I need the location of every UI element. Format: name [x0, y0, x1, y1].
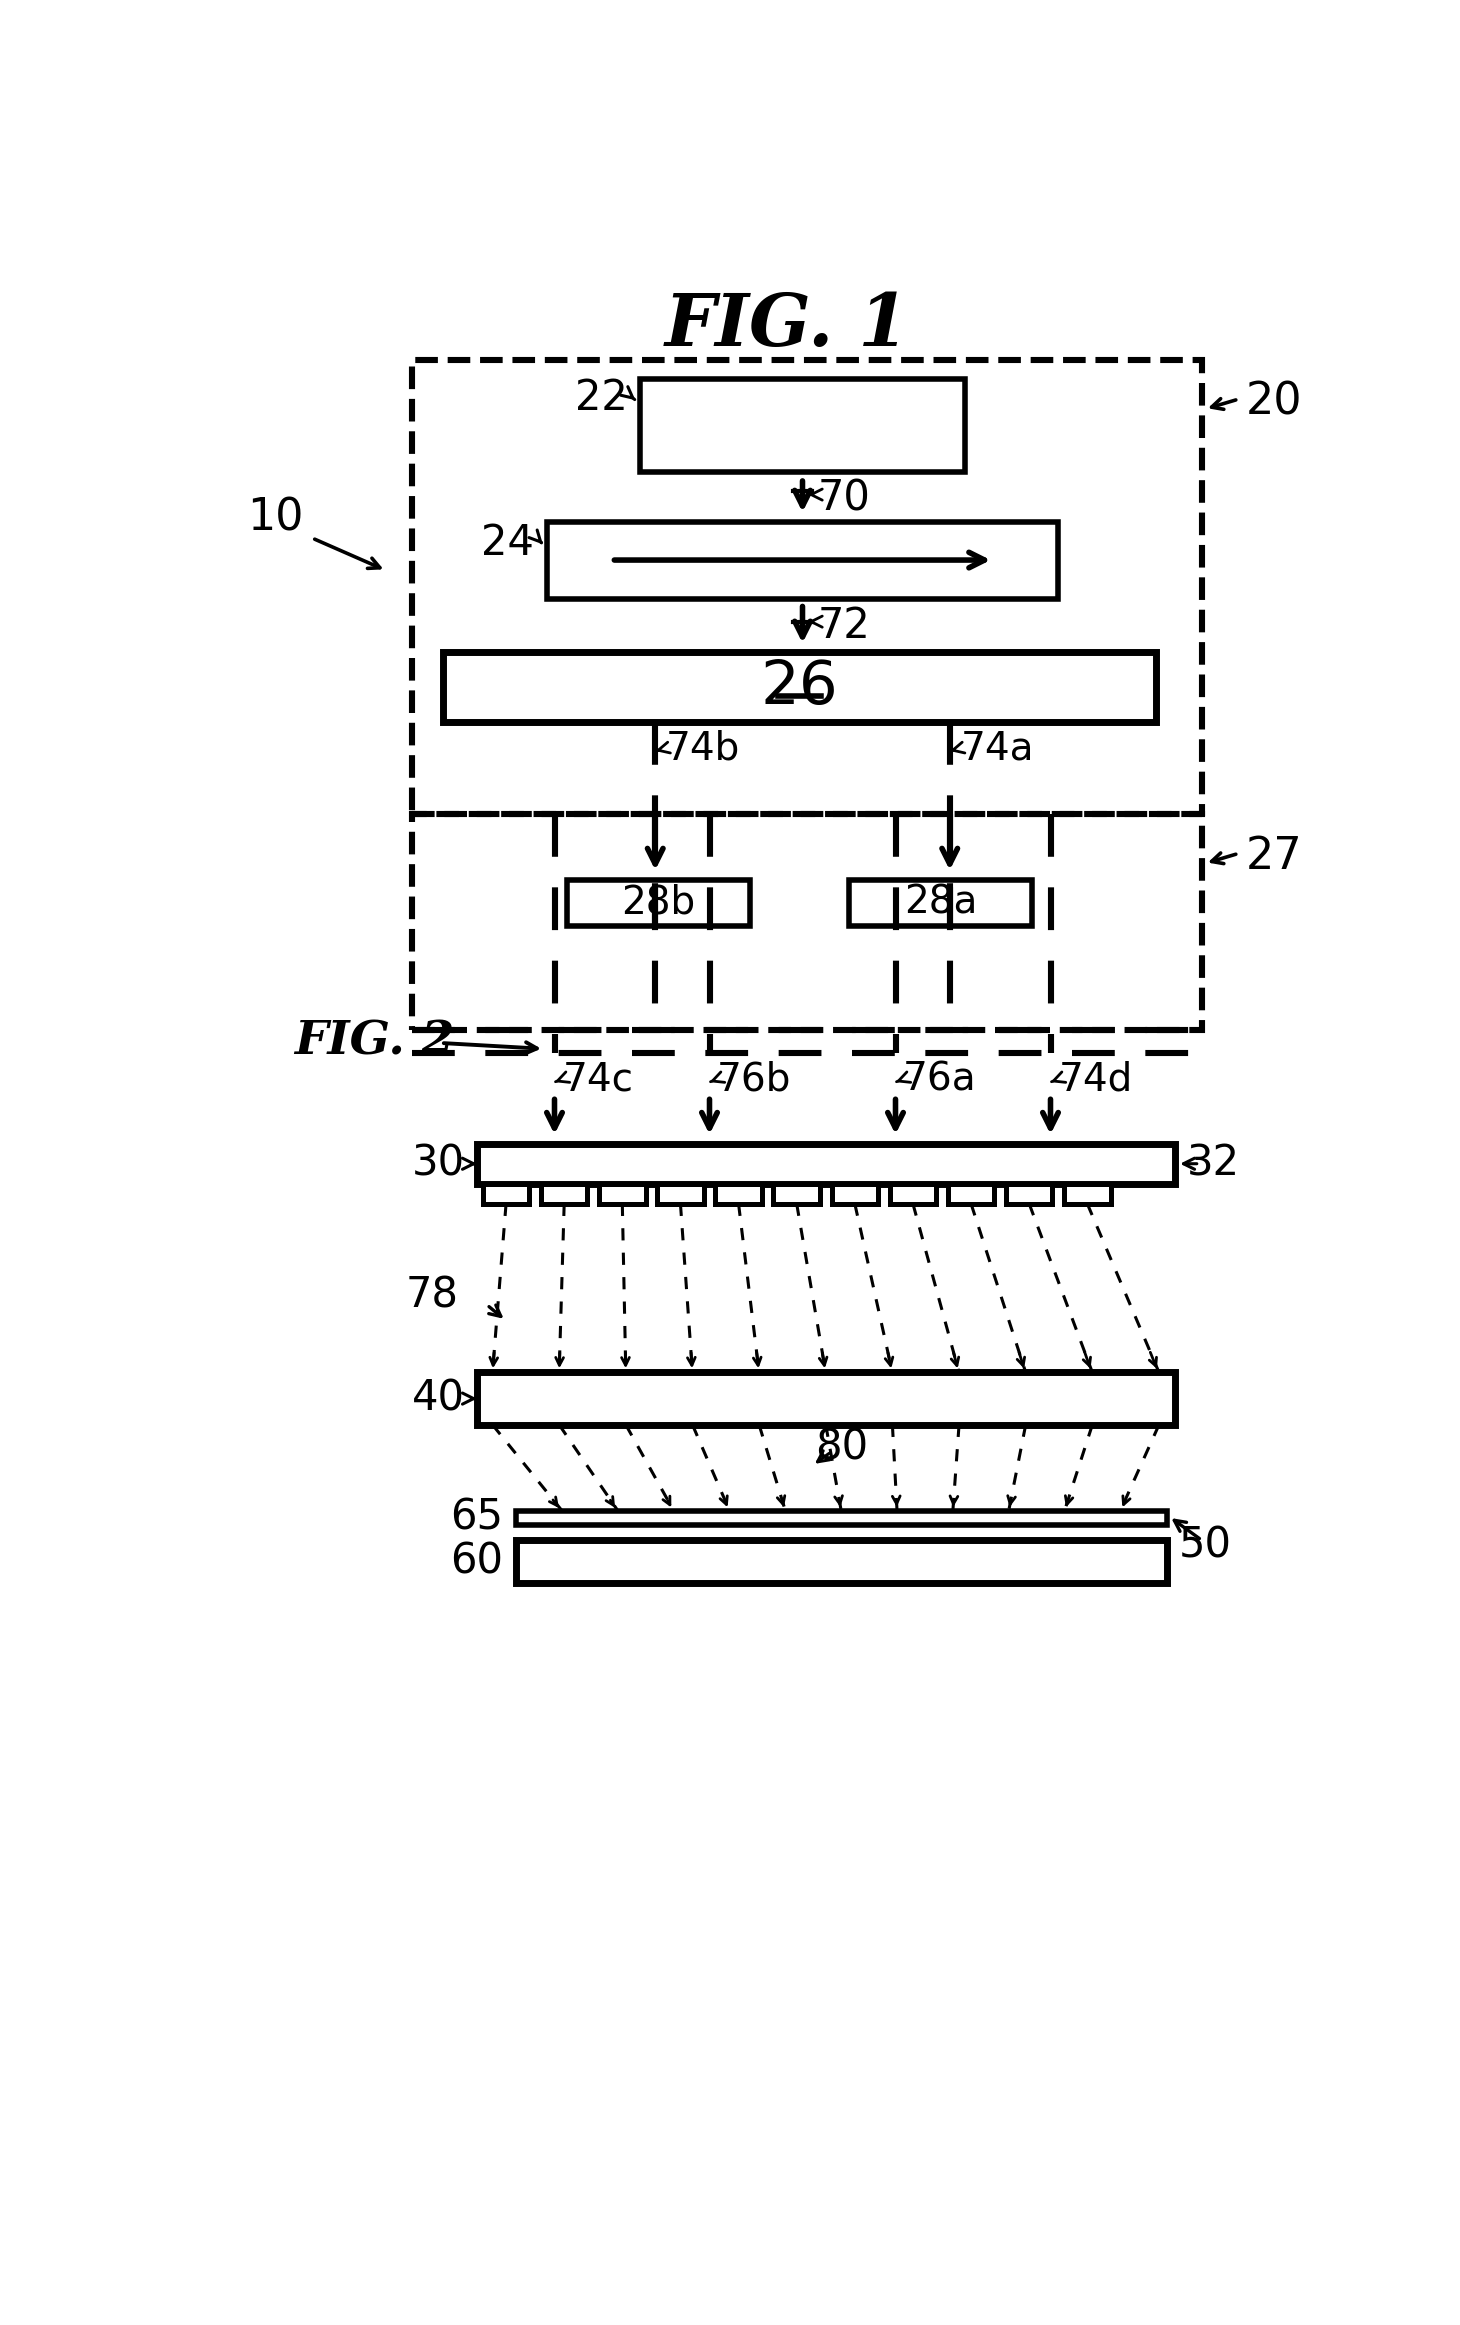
Text: 74d: 74d — [1058, 1060, 1133, 1100]
Text: 32: 32 — [1187, 1142, 1240, 1186]
Bar — [832, 1183, 877, 1204]
Text: 74a: 74a — [961, 730, 1034, 767]
Text: 22: 22 — [575, 377, 628, 418]
Bar — [546, 521, 1058, 598]
Text: 30: 30 — [412, 1142, 464, 1186]
Bar — [566, 879, 750, 925]
Text: FIG. 1: FIG. 1 — [664, 291, 910, 360]
Text: 50: 50 — [1180, 1525, 1232, 1567]
Text: FIG. 2: FIG. 2 — [293, 1018, 454, 1065]
Bar — [442, 653, 1156, 721]
Text: 76a: 76a — [904, 1060, 977, 1100]
Bar — [715, 1183, 762, 1204]
Text: 70: 70 — [818, 477, 870, 518]
Bar — [850, 879, 1032, 925]
Bar — [477, 1144, 1174, 1183]
Bar — [657, 1183, 704, 1204]
Bar — [515, 1511, 1167, 1525]
Text: 65: 65 — [450, 1497, 504, 1539]
Bar — [542, 1183, 587, 1204]
Bar — [889, 1183, 936, 1204]
Bar — [477, 1372, 1174, 1425]
Text: 20: 20 — [1245, 381, 1302, 423]
Text: 76b: 76b — [717, 1060, 791, 1100]
Text: 27: 27 — [1245, 835, 1302, 879]
Text: 74b: 74b — [666, 730, 740, 767]
Text: 72: 72 — [818, 604, 870, 646]
Bar — [412, 360, 1203, 814]
Bar — [515, 1539, 1167, 1583]
Text: 24: 24 — [482, 523, 534, 565]
Bar — [1006, 1183, 1053, 1204]
Text: 74c: 74c — [562, 1060, 634, 1100]
Text: 28a: 28a — [904, 884, 977, 921]
Text: 80: 80 — [815, 1428, 867, 1469]
Bar — [774, 1183, 821, 1204]
Text: 26: 26 — [761, 658, 838, 716]
Bar — [412, 814, 1203, 1030]
Text: 78: 78 — [406, 1274, 458, 1316]
Bar — [599, 1183, 645, 1204]
Text: 28b: 28b — [622, 884, 695, 921]
Bar — [1064, 1183, 1111, 1204]
Text: 60: 60 — [450, 1539, 504, 1581]
Bar — [948, 1183, 994, 1204]
Text: 10: 10 — [247, 495, 304, 539]
Text: 40: 40 — [412, 1379, 464, 1421]
Bar — [483, 1183, 530, 1204]
Bar — [639, 379, 965, 472]
